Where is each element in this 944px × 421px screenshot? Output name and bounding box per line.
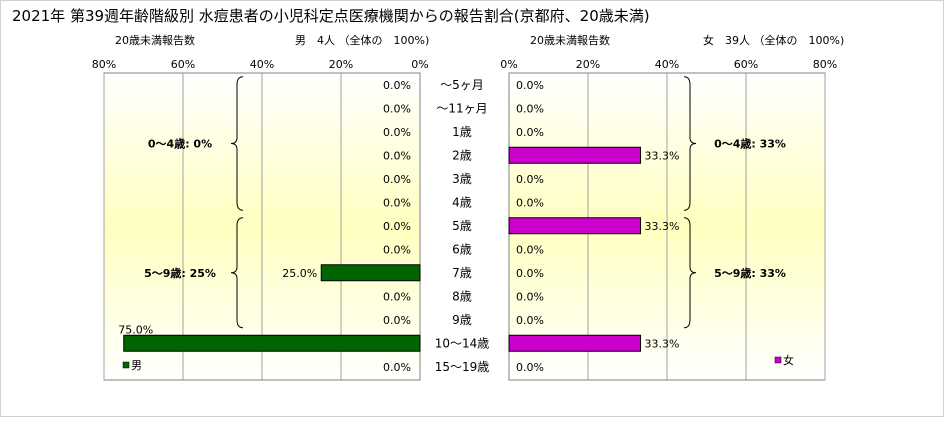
- female-value-label: 0.0%: [516, 267, 544, 280]
- female-group-label: 0～4歳: 33%: [714, 137, 786, 151]
- female-header-total: 女 39人 （全体の 100%): [703, 33, 844, 47]
- category-label: 5歳: [452, 219, 472, 233]
- female-value-label: 0.0%: [516, 79, 544, 92]
- category-label: 1歳: [452, 125, 472, 139]
- female-bar: [508, 146, 642, 164]
- category-label: 4歳: [452, 195, 472, 209]
- male-value-label: 0.0%: [383, 126, 411, 139]
- male-value-label: 75.0%: [118, 323, 153, 336]
- category-label: 15～19歳: [435, 360, 490, 374]
- female-value-label: 0.0%: [516, 243, 544, 256]
- female-value-label: 33.3%: [645, 337, 680, 350]
- female-tick-label: 0%: [500, 58, 517, 71]
- female-tick-label: 60%: [734, 58, 758, 71]
- male-value-label: 25.0%: [282, 267, 317, 280]
- female-value-label: 33.3%: [645, 220, 680, 233]
- male-header-count-label: 20歳未満報告数: [115, 34, 195, 47]
- female-value-label: 0.0%: [516, 290, 544, 303]
- female-tick-label: 80%: [813, 58, 837, 71]
- male-tick-label: 80%: [92, 58, 116, 71]
- category-label: 7歳: [452, 266, 472, 280]
- category-label: 2歳: [452, 148, 472, 162]
- male-value-label: 0.0%: [383, 243, 411, 256]
- female-value-label: 0.0%: [516, 196, 544, 209]
- male-group-brace: [230, 76, 244, 211]
- female-tick-label: 40%: [655, 58, 679, 71]
- male-group-label: 5～9歳: 25%: [144, 266, 216, 280]
- female-bar: [508, 334, 642, 352]
- male-bar: [123, 334, 421, 352]
- female-value-label: 0.0%: [516, 314, 544, 327]
- female-header-count-label: 20歳未満報告数: [530, 34, 610, 47]
- male-value-label: 0.0%: [383, 79, 411, 92]
- category-label: 8歳: [452, 289, 472, 303]
- female-value-label: 0.0%: [516, 102, 544, 115]
- female-legend-swatch: [774, 356, 782, 364]
- male-group-label: 0～4歳: 0%: [148, 137, 212, 151]
- male-value-label: 0.0%: [383, 314, 411, 327]
- male-value-label: 0.0%: [383, 290, 411, 303]
- category-label: 6歳: [452, 242, 472, 256]
- male-tick-label: 60%: [171, 58, 195, 71]
- male-bar: [320, 264, 421, 282]
- category-label: 3歳: [452, 172, 472, 186]
- female-group-label: 5～9歳: 33%: [714, 266, 786, 280]
- female-legend-label: 女: [783, 353, 794, 367]
- female-tick-label: 20%: [576, 58, 600, 71]
- male-value-label: 0.0%: [383, 361, 411, 374]
- male-header-total: 男 4人 （全体の 100%): [295, 33, 429, 47]
- female-value-label: 0.0%: [516, 126, 544, 139]
- category-label: ～5ヶ月: [440, 78, 484, 92]
- male-value-label: 0.0%: [383, 220, 411, 233]
- male-value-label: 0.0%: [383, 173, 411, 186]
- category-label: 9歳: [452, 313, 472, 327]
- male-tick-label: 0%: [411, 58, 428, 71]
- female-group-brace: [683, 76, 697, 211]
- male-tick-label: 40%: [250, 58, 274, 71]
- female-value-label: 33.3%: [645, 149, 680, 162]
- male-value-label: 0.0%: [383, 196, 411, 209]
- male-tick-label: 20%: [329, 58, 353, 71]
- female-value-label: 0.0%: [516, 173, 544, 186]
- male-group-brace: [230, 217, 244, 329]
- category-label: 10～14歳: [435, 336, 490, 350]
- male-legend-label: 男: [131, 359, 142, 372]
- category-label: ～11ヶ月: [436, 101, 487, 115]
- male-value-label: 0.0%: [383, 102, 411, 115]
- female-group-brace: [683, 217, 697, 329]
- chart-title: 2021年 第39週年齢階級別 水痘患者の小児科定点医療機関からの報告割合(京都…: [12, 7, 650, 25]
- male-legend-swatch: [122, 361, 130, 369]
- male-value-label: 0.0%: [383, 149, 411, 162]
- female-value-label: 0.0%: [516, 361, 544, 374]
- female-bar: [508, 217, 642, 235]
